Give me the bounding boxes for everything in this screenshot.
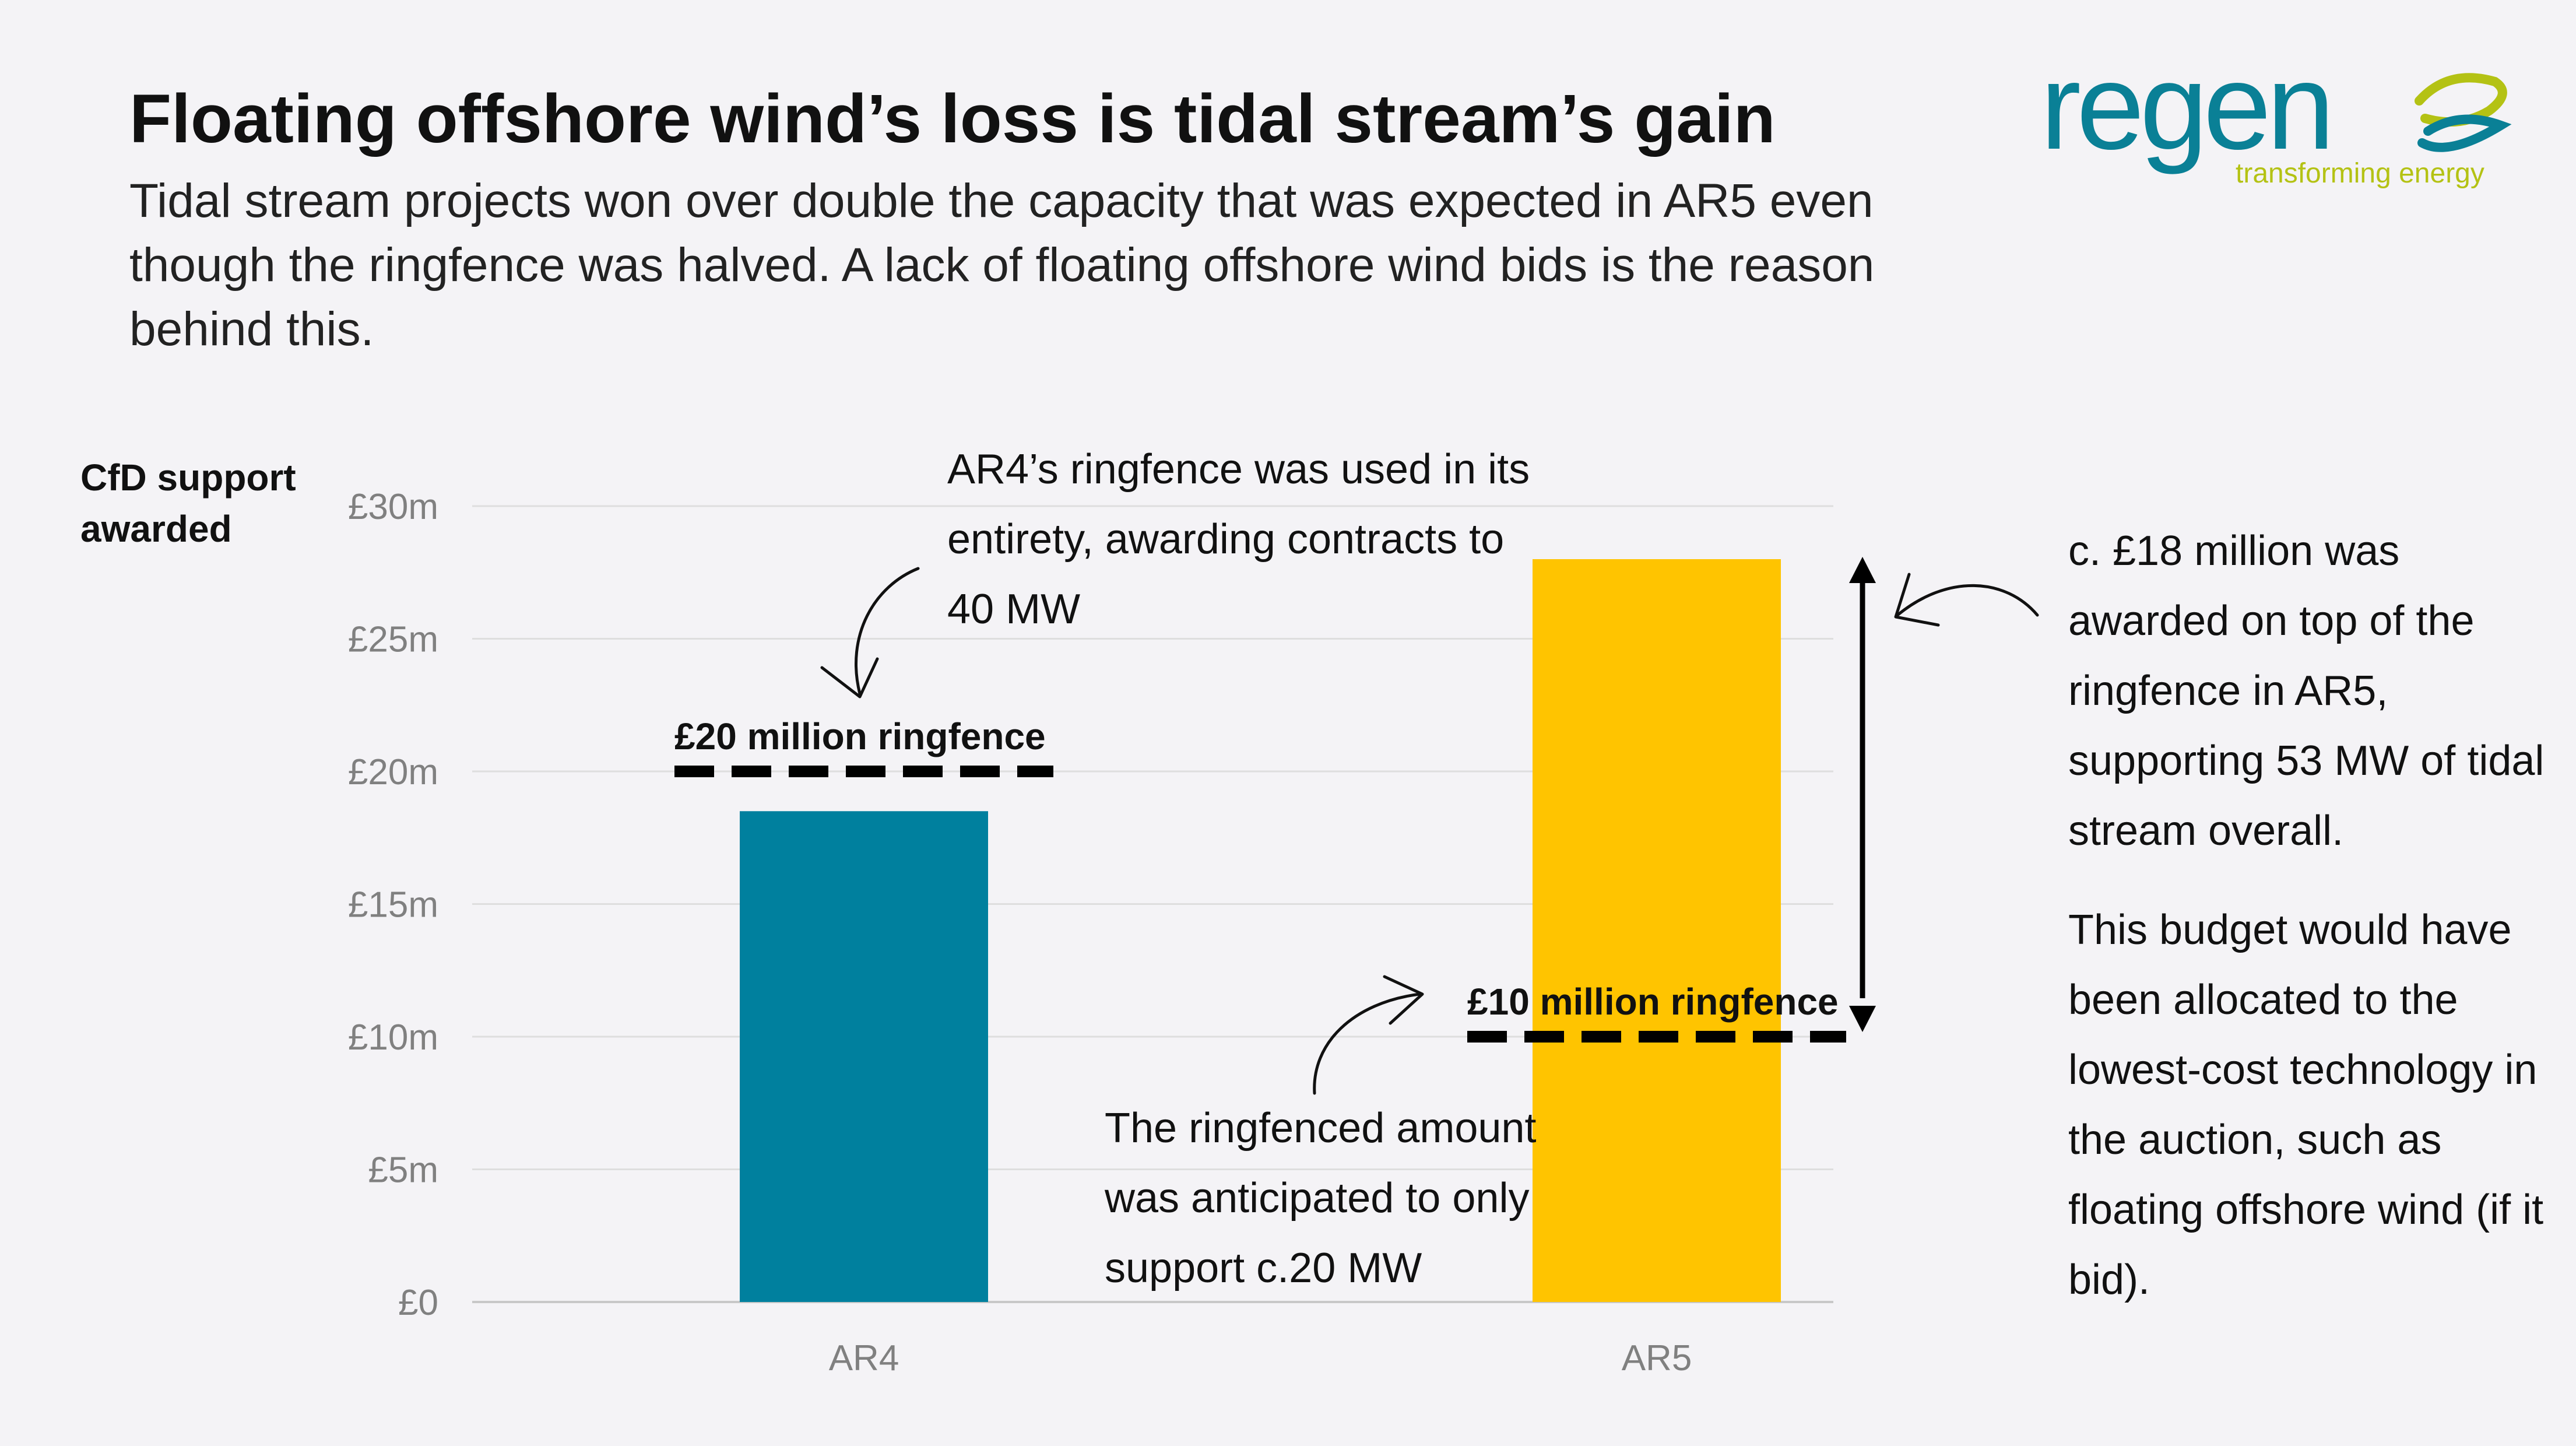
y-tick-label: £10m [348,1017,438,1058]
chart-title: Floating offshore wind’s loss is tidal s… [129,80,1776,157]
extra-award-annotation: c. £18 million was awarded on top of the… [2068,528,2545,854]
logo-wordmark: regen [2040,55,2330,175]
y-tick-label: £5m [368,1150,438,1191]
regen-logo: regen transforming energy [2040,55,2512,189]
y-tick-label: £25m [348,620,438,660]
y-axis-label: CfD support awarded [80,457,296,550]
logo-tagline: transforming energy [2236,158,2484,189]
x-tick-label: AR5 [1622,1338,1692,1378]
logo-swirl-icon [2415,73,2512,152]
ringfence-label: £10 million ringfence [1467,981,1839,1023]
ar4-annotation: AR4’s ringfence was used in its entirety… [947,446,1530,633]
y-tick-label: £0 [398,1283,438,1323]
bar-ar4 [740,811,988,1302]
extra-note-arrowhead [1894,573,1940,627]
ringfence-annotation: The ringfenced amount was anticipated to… [1105,1105,1537,1291]
x-tick-label: AR4 [829,1338,899,1378]
ringfence-note-arrow [1313,992,1421,1095]
ringfence-label: £20 million ringfence [674,715,1046,757]
y-tick-label: £15m [348,885,438,925]
ar4-note-arrow [854,567,920,696]
budget-annotation: This budget would have been allocated to… [2068,907,2544,1303]
ringfence-note-arrowhead [1383,975,1424,1025]
y-tick-label: £30m [348,487,438,527]
chart-subtitle: Tidal stream projects won over double th… [129,174,1875,356]
extra-note-arrow [1896,584,2039,617]
bar-ar5 [1533,559,1781,1302]
extra-support-double-arrow [1849,557,1876,1032]
y-tick-label: £20m [348,752,438,792]
ar4-note-arrowhead [820,657,879,699]
